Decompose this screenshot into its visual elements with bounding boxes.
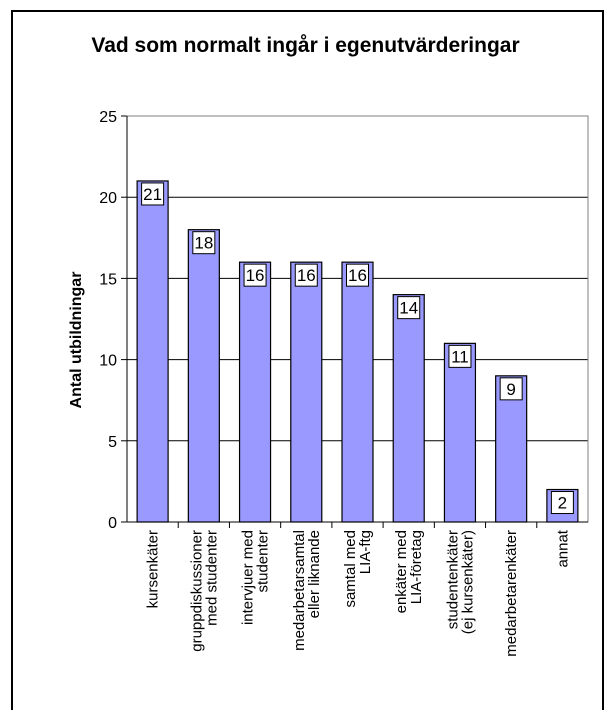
bar: [341, 261, 374, 523]
category-label: samtal med: [342, 530, 359, 608]
value-label-box: [294, 263, 318, 287]
category-label: studenter: [255, 530, 272, 593]
value-label: 16: [348, 266, 367, 285]
category-label: studentenkäter: [444, 530, 461, 629]
value-label: 11: [451, 347, 469, 366]
category-label: gruppdiskussioner: [188, 530, 205, 652]
y-tick-label: 10: [99, 353, 117, 370]
value-label-box: [192, 231, 216, 255]
value-label-box: [243, 263, 267, 287]
value-label-box: [141, 182, 165, 206]
value-label: 18: [194, 234, 213, 253]
value-label: 2: [558, 494, 567, 513]
category-label: medarbetarsamtal: [291, 530, 308, 651]
chart-frame: [11, 10, 604, 710]
category-label: annat: [554, 529, 571, 567]
bar: [443, 342, 477, 523]
value-label-box: [397, 296, 421, 320]
value-label-box: [499, 377, 523, 401]
category-label: LIA-ftg: [357, 530, 374, 574]
category-label: eller liknande: [306, 530, 323, 618]
category-label: enkäter med: [393, 530, 410, 613]
value-label: 16: [246, 266, 265, 285]
category-label: med studenter: [203, 530, 220, 626]
bar: [238, 261, 272, 523]
y-tick-label: 15: [99, 271, 117, 288]
bar: [187, 229, 220, 523]
y-tick-label: 5: [108, 434, 117, 451]
category-label: medarbetarenkäter: [503, 530, 520, 657]
value-label: 9: [506, 380, 515, 399]
bar: [392, 294, 425, 523]
category-label: intervjuer med: [240, 530, 257, 625]
y-tick-label: 0: [108, 515, 117, 532]
category-label: kursenkäter: [145, 530, 162, 608]
value-label: 16: [297, 266, 316, 285]
y-tick-label: 20: [99, 190, 117, 207]
category-label: LIA-företag: [408, 530, 425, 604]
value-label: 14: [399, 299, 418, 318]
value-label-box: [448, 344, 472, 368]
category-label: (ej kursenkäter): [459, 530, 476, 634]
bar: [136, 180, 169, 523]
value-label-box: [346, 263, 369, 287]
chart-title: Vad som normalt ingår i egenutvärderinga…: [91, 34, 520, 57]
bar: [290, 261, 323, 523]
y-tick-label: 25: [99, 109, 117, 126]
value-label: 21: [143, 185, 162, 204]
value-label-box: [550, 491, 574, 515]
